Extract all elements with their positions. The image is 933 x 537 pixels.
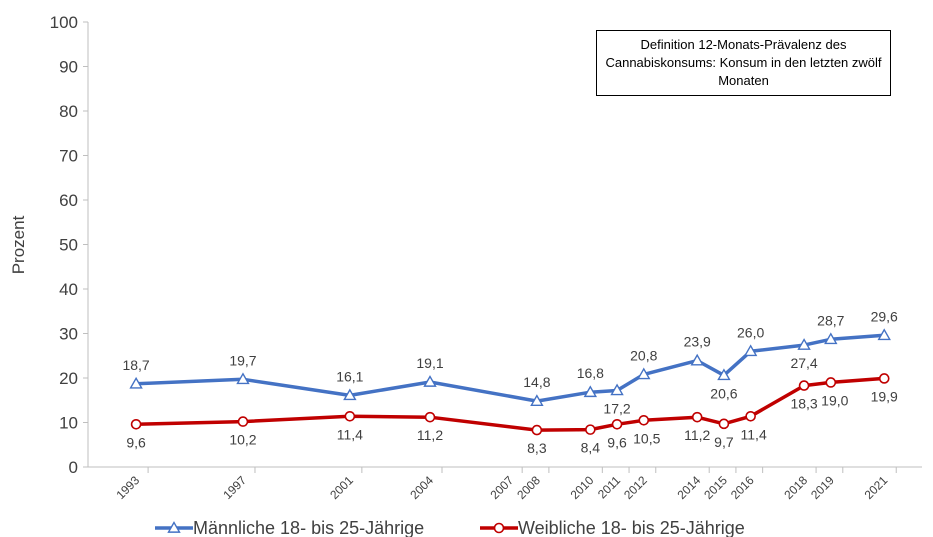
- data-point-male: [690, 353, 704, 366]
- data-point-male: [610, 383, 624, 396]
- data-label: 19,0: [821, 392, 848, 408]
- y-tick-label: 80: [59, 102, 78, 121]
- y-tick-label: 70: [59, 147, 78, 166]
- legend-item-female: Weibliche 18- bis 25-Jährige: [480, 518, 745, 537]
- data-label: 11,2: [684, 427, 710, 443]
- data-point-female: [745, 410, 756, 422]
- x-tick-label: 2019: [808, 473, 837, 502]
- data-point-male: [343, 388, 357, 401]
- x-tick-label: 1993: [113, 473, 142, 502]
- x-tick-label: 2001: [327, 473, 356, 502]
- y-tick-label: 10: [59, 414, 78, 433]
- data-point-male: [717, 368, 731, 381]
- data-point-female: [424, 411, 436, 423]
- y-axis: 0 10 20 30 40 50 60 70 80 90 100: [50, 13, 89, 477]
- data-point-female: [531, 424, 543, 436]
- x-tick-label: 1997: [220, 473, 249, 502]
- data-point-female: [344, 410, 356, 422]
- data-label: 11,4: [741, 426, 767, 442]
- x-tick-label: 2016: [728, 473, 757, 502]
- data-point-female: [718, 418, 730, 430]
- y-tick-label: 50: [59, 236, 78, 255]
- data-point-male: [824, 332, 838, 345]
- data-label: 28,7: [817, 312, 844, 328]
- data-point-female: [798, 380, 810, 391]
- data-label: 10,5: [633, 430, 660, 446]
- x-tick-label: 2014: [675, 473, 704, 502]
- x-tick-label: 2012: [621, 473, 650, 502]
- data-point-female: [611, 418, 623, 430]
- series-line-male: [136, 333, 885, 403]
- data-label: 18,7: [122, 357, 149, 373]
- data-point-male: [530, 394, 544, 406]
- data-label: 23,9: [684, 334, 711, 350]
- x-tick-label: 2018: [781, 473, 810, 502]
- data-label: 14,8: [523, 374, 550, 390]
- data-label: 9,6: [607, 434, 627, 450]
- data-label: 11,4: [337, 426, 363, 442]
- data-label: 29,6: [871, 308, 898, 324]
- x-tick-label: 2008: [514, 473, 543, 502]
- definition-annotation: Definition 12-Monats-Prävalenz des Canna…: [596, 30, 891, 96]
- data-label: 18,3: [790, 396, 817, 412]
- data-point-male: [637, 367, 651, 380]
- data-point-female: [825, 377, 837, 388]
- legend-marker: [493, 522, 505, 534]
- series-layer: 18,7 19,7 16,1 19,1 14,8 16,8 17,2 20,8 23,9 20,6…: [122, 308, 898, 456]
- data-label: 20,6: [710, 385, 737, 401]
- data-point-male: [797, 338, 811, 350]
- data-point-female: [691, 411, 703, 423]
- series-line-female: [136, 376, 885, 432]
- data-point-male: [236, 372, 250, 385]
- data-label: 19,1: [416, 355, 443, 371]
- y-tick-label: 40: [59, 280, 78, 299]
- data-label: 27,4: [790, 355, 817, 371]
- y-tick-label: 100: [50, 13, 78, 32]
- data-label: 16,1: [336, 368, 363, 384]
- data-label: 9,7: [714, 434, 734, 450]
- x-tick-label: 2004: [407, 473, 436, 502]
- data-point-female: [878, 373, 890, 384]
- y-tick-label: 60: [59, 191, 78, 210]
- data-label: 10,2: [229, 432, 256, 448]
- legend-label: Männliche 18- bis 25-Jährige: [193, 518, 424, 537]
- data-label: 26,0: [737, 324, 764, 340]
- y-tick-label: 90: [59, 58, 78, 77]
- data-label: 19,7: [229, 352, 256, 368]
- legend-item-male: Männliche 18- bis 25-Jährige: [155, 518, 424, 537]
- legend-label: Weibliche 18- bis 25-Jährige: [518, 518, 745, 537]
- data-point-male: [583, 385, 598, 398]
- data-label: 9,6: [126, 434, 146, 450]
- data-point-male: [423, 375, 437, 387]
- data-label: 8,3: [527, 440, 547, 456]
- x-tick-label: 2021: [862, 473, 891, 502]
- data-point-female: [638, 414, 650, 426]
- x-tick-label: 2011: [595, 473, 623, 501]
- data-label: 19,9: [871, 388, 898, 404]
- x-tick-label: 2010: [568, 473, 597, 502]
- data-label: 11,2: [417, 427, 443, 443]
- y-tick-label: 20: [59, 369, 78, 388]
- data-point-female: [130, 418, 142, 430]
- data-label: 20,8: [630, 347, 657, 363]
- data-point-male: [743, 344, 758, 357]
- legend-marker: [167, 521, 181, 533]
- legend: Männliche 18- bis 25-Jährige Weibliche 18…: [155, 518, 745, 537]
- y-tick-label: 30: [59, 325, 78, 344]
- data-label: 16,8: [577, 365, 604, 381]
- data-label: 8,4: [581, 440, 601, 456]
- data-label: 17,2: [603, 400, 630, 416]
- x-tick-label: 2015: [701, 473, 730, 502]
- data-point-male: [877, 328, 891, 341]
- data-point-male: [129, 376, 143, 389]
- y-tick-label: 0: [69, 458, 78, 477]
- y-axis-label: Prozent: [9, 215, 28, 274]
- data-point-female: [237, 416, 249, 427]
- x-tick-label: 2007: [488, 473, 517, 502]
- data-point-female: [585, 424, 596, 435]
